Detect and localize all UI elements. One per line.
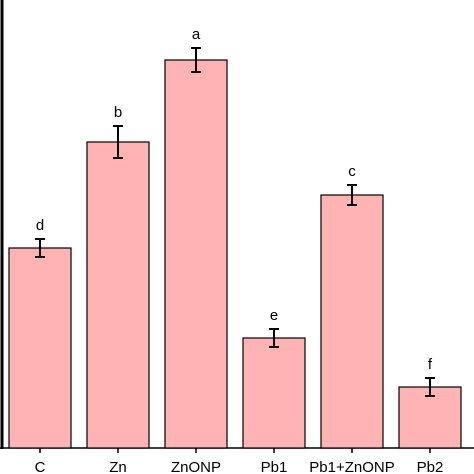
bar [8, 247, 72, 449]
x-tick-label: Pb1 [261, 459, 288, 474]
x-tick-label: Pb2 [417, 459, 444, 474]
significance-letter: e [270, 307, 278, 324]
x-tick-label: C [35, 459, 46, 474]
bar [164, 59, 228, 449]
significance-letter: f [428, 356, 433, 373]
bar [398, 386, 462, 449]
significance-letter: b [114, 104, 122, 121]
significance-letter: a [192, 26, 201, 43]
x-tick-label: ZnONP [171, 459, 221, 474]
bar [242, 337, 306, 449]
bar [320, 194, 384, 449]
bar [86, 141, 150, 449]
x-tick-label: Pb1+ZnONP [309, 459, 394, 474]
significance-letter: c [348, 163, 356, 180]
significance-letter: d [36, 217, 44, 234]
x-tick-label: Zn [109, 459, 127, 474]
